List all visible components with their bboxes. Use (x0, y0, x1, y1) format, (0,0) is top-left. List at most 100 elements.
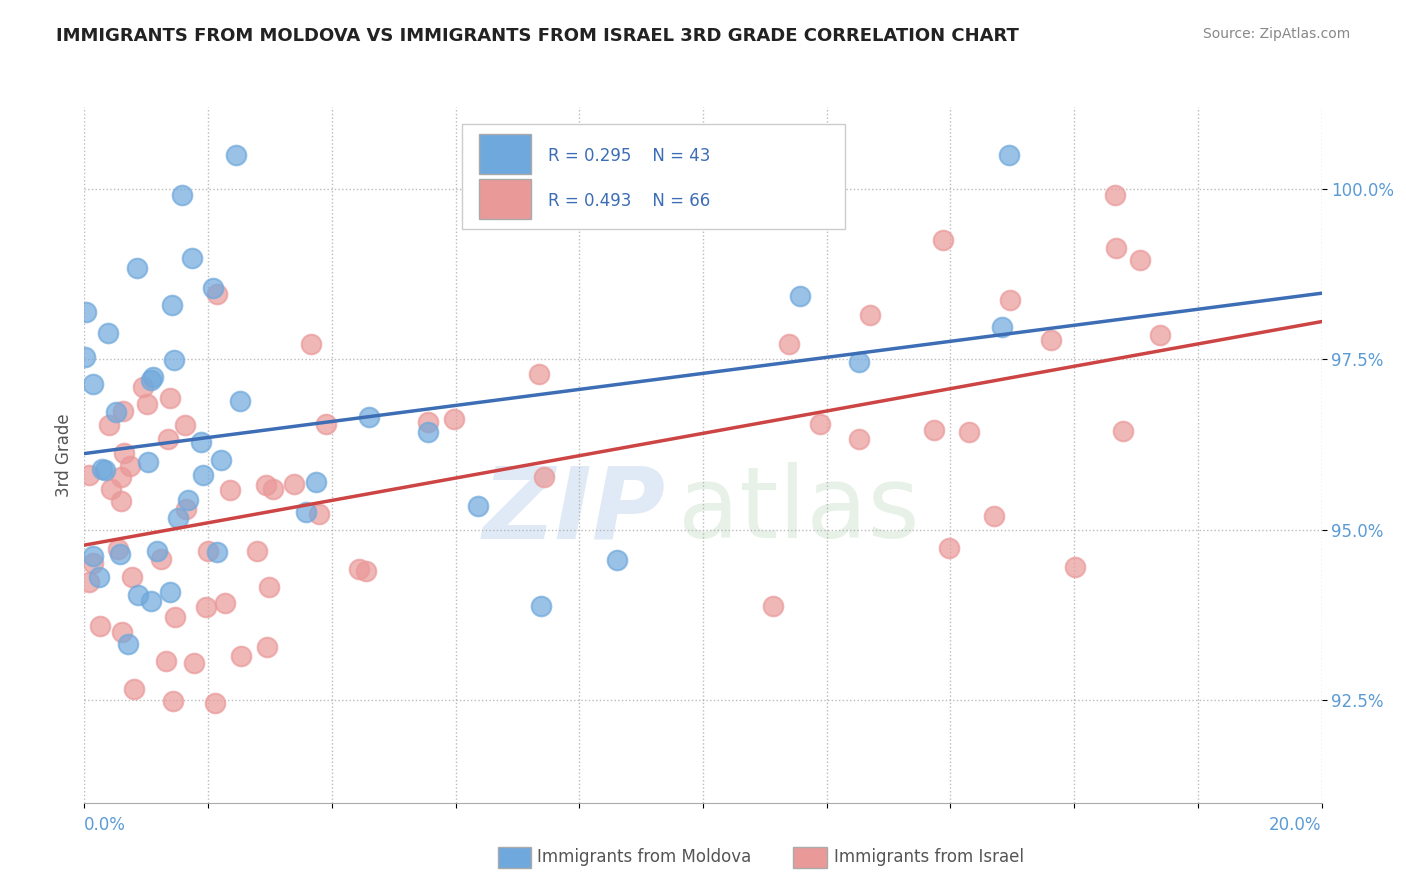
Point (110, 494, 132, 508)
Point (201, 281, 224, 295)
Point (82, 556, 104, 570)
Point (191, 468, 214, 483)
Point (467, 500, 489, 514)
Point (73, 350, 96, 364)
Point (533, 470, 555, 484)
Point (357, 410, 380, 425)
Point (197, 544, 219, 558)
Point (808, 417, 831, 431)
Point (305, 475, 328, 490)
Point (107, 541, 129, 556)
Point (127, 588, 149, 602)
Point (94, 463, 117, 477)
Text: R = 0.493    N = 66: R = 0.493 N = 66 (548, 192, 710, 210)
Point (530, 599, 553, 614)
Point (315, 417, 337, 431)
Point (245, 544, 267, 558)
Point (347, 562, 370, 576)
Point (97, 326, 120, 340)
Point (1104, 188, 1126, 202)
Point (159, 392, 181, 406)
Point (122, 681, 145, 696)
Point (162, 298, 184, 312)
Point (170, 187, 193, 202)
Point (214, 596, 236, 610)
Point (166, 510, 188, 524)
Point (262, 482, 284, 496)
FancyBboxPatch shape (479, 179, 531, 219)
Point (75, 305, 97, 319)
Point (932, 233, 955, 247)
Point (848, 432, 870, 446)
Point (82, 376, 104, 391)
Point (219, 483, 242, 497)
Point (177, 493, 200, 508)
Point (229, 393, 252, 408)
Point (174, 418, 197, 433)
Point (254, 478, 277, 492)
Text: R = 0.295    N = 43: R = 0.295 N = 43 (548, 147, 710, 165)
Point (77, 468, 100, 483)
Point (416, 415, 439, 429)
Text: 0.0%: 0.0% (84, 816, 127, 834)
Point (606, 553, 628, 567)
Point (195, 599, 218, 614)
Text: 20.0%: 20.0% (1270, 816, 1322, 834)
Point (1064, 559, 1087, 574)
Point (146, 543, 169, 558)
Point (295, 505, 318, 519)
Point (139, 594, 162, 608)
Point (132, 380, 155, 394)
Point (225, 148, 247, 162)
Point (155, 655, 177, 669)
Point (121, 569, 143, 583)
Point (256, 640, 278, 655)
Point (159, 584, 181, 599)
Point (1129, 252, 1152, 267)
FancyBboxPatch shape (461, 124, 845, 229)
Point (87, 570, 110, 584)
Point (180, 252, 202, 266)
Point (356, 564, 378, 578)
Text: Immigrants from Moldova: Immigrants from Moldova (537, 848, 751, 866)
Point (138, 455, 160, 469)
Point (108, 547, 131, 561)
Point (142, 370, 165, 384)
Point (120, 458, 142, 473)
Point (97, 417, 120, 432)
Point (418, 425, 440, 439)
Point (117, 637, 139, 651)
Point (205, 544, 228, 558)
Point (112, 446, 135, 460)
Point (957, 425, 980, 439)
Point (105, 405, 128, 419)
Point (789, 288, 811, 302)
Point (308, 508, 330, 522)
Point (162, 353, 184, 368)
Text: Source: ZipAtlas.com: Source: ZipAtlas.com (1202, 27, 1350, 41)
Point (110, 470, 132, 484)
Text: IMMIGRANTS FROM MOLDOVA VS IMMIGRANTS FROM ISRAEL 3RD GRADE CORRELATION CHART: IMMIGRANTS FROM MOLDOVA VS IMMIGRANTS FR… (56, 27, 1019, 45)
Y-axis label: 3rd Grade: 3rd Grade (55, 413, 73, 497)
Point (848, 355, 870, 369)
Point (176, 502, 198, 516)
Point (778, 337, 800, 351)
Point (183, 657, 205, 671)
Point (149, 551, 172, 566)
FancyBboxPatch shape (479, 134, 531, 174)
Point (162, 694, 184, 708)
Point (283, 476, 305, 491)
Point (135, 397, 157, 411)
Point (127, 260, 149, 275)
Text: atlas: atlas (678, 462, 920, 559)
Point (205, 286, 228, 301)
Point (938, 541, 960, 556)
Point (157, 432, 180, 446)
Text: ZIP: ZIP (482, 462, 666, 559)
Point (90, 461, 112, 475)
Point (209, 453, 232, 467)
Point (111, 624, 134, 639)
Point (1000, 293, 1022, 307)
Point (922, 423, 945, 437)
Point (204, 696, 226, 710)
